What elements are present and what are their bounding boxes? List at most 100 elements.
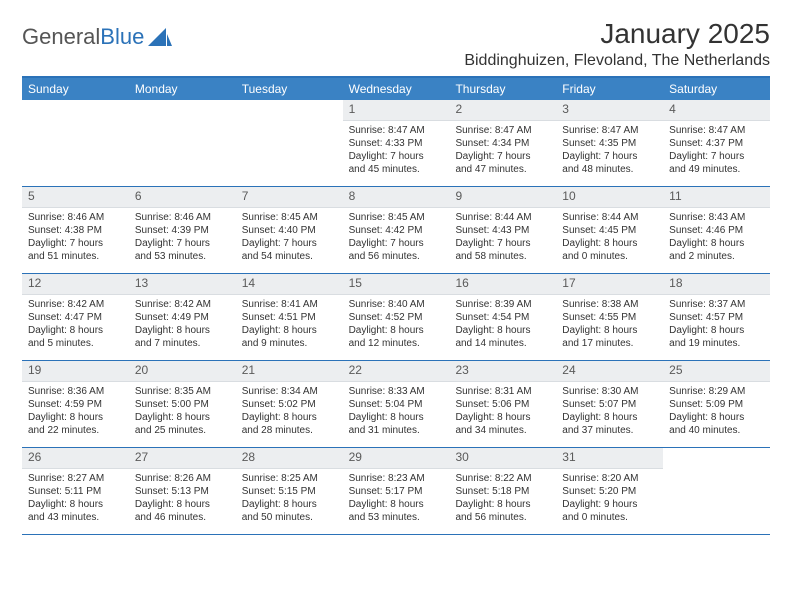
logo: GeneralBlue [22, 24, 172, 50]
day-body: Sunrise: 8:46 AMSunset: 4:38 PMDaylight:… [22, 208, 129, 269]
daylight-line2: and 53 minutes. [135, 250, 230, 263]
day-body: Sunrise: 8:20 AMSunset: 5:20 PMDaylight:… [556, 469, 663, 530]
daylight-line2: and 2 minutes. [669, 250, 764, 263]
sunrise-text: Sunrise: 8:25 AM [242, 472, 337, 485]
day-number: 28 [236, 448, 343, 469]
day-body: Sunrise: 8:22 AMSunset: 5:18 PMDaylight:… [449, 469, 556, 530]
day-number: 14 [236, 274, 343, 295]
daylight-line2: and 19 minutes. [669, 337, 764, 350]
day-body: Sunrise: 8:26 AMSunset: 5:13 PMDaylight:… [129, 469, 236, 530]
sunrise-text: Sunrise: 8:20 AM [562, 472, 657, 485]
daylight-line1: Daylight: 8 hours [562, 411, 657, 424]
daylight-line2: and 45 minutes. [349, 163, 444, 176]
day-number: 24 [556, 361, 663, 382]
weekday-friday: Friday [556, 78, 663, 100]
day-number: 29 [343, 448, 450, 469]
day-body: Sunrise: 8:38 AMSunset: 4:55 PMDaylight:… [556, 295, 663, 356]
daylight-line1: Daylight: 8 hours [135, 411, 230, 424]
sunset-text: Sunset: 4:34 PM [455, 137, 550, 150]
sunset-text: Sunset: 5:18 PM [455, 485, 550, 498]
day-number: 3 [556, 100, 663, 121]
sunset-text: Sunset: 4:55 PM [562, 311, 657, 324]
day-body: Sunrise: 8:27 AMSunset: 5:11 PMDaylight:… [22, 469, 129, 530]
daylight-line1: Daylight: 8 hours [28, 411, 123, 424]
sunset-text: Sunset: 4:59 PM [28, 398, 123, 411]
day-number: 25 [663, 361, 770, 382]
daylight-line1: Daylight: 8 hours [562, 237, 657, 250]
sunset-text: Sunset: 5:17 PM [349, 485, 444, 498]
calendar-cell [129, 100, 236, 186]
sunset-text: Sunset: 5:15 PM [242, 485, 337, 498]
sunset-text: Sunset: 4:35 PM [562, 137, 657, 150]
calendar-cell: 18Sunrise: 8:37 AMSunset: 4:57 PMDayligh… [663, 274, 770, 360]
sunrise-text: Sunrise: 8:44 AM [562, 211, 657, 224]
day-number: 17 [556, 274, 663, 295]
day-number: 9 [449, 187, 556, 208]
day-body: Sunrise: 8:31 AMSunset: 5:06 PMDaylight:… [449, 382, 556, 443]
weekday-thursday: Thursday [449, 78, 556, 100]
weekday-monday: Monday [129, 78, 236, 100]
sunrise-text: Sunrise: 8:23 AM [349, 472, 444, 485]
sunset-text: Sunset: 5:04 PM [349, 398, 444, 411]
sunset-text: Sunset: 4:43 PM [455, 224, 550, 237]
daylight-line1: Daylight: 8 hours [562, 324, 657, 337]
sunrise-text: Sunrise: 8:37 AM [669, 298, 764, 311]
calendar-cell: 25Sunrise: 8:29 AMSunset: 5:09 PMDayligh… [663, 361, 770, 447]
sunrise-text: Sunrise: 8:33 AM [349, 385, 444, 398]
daylight-line1: Daylight: 8 hours [669, 237, 764, 250]
daylight-line2: and 25 minutes. [135, 424, 230, 437]
calendar-cell: 27Sunrise: 8:26 AMSunset: 5:13 PMDayligh… [129, 448, 236, 534]
calendar-cell: 17Sunrise: 8:38 AMSunset: 4:55 PMDayligh… [556, 274, 663, 360]
day-body: Sunrise: 8:47 AMSunset: 4:35 PMDaylight:… [556, 121, 663, 182]
calendar-cell: 14Sunrise: 8:41 AMSunset: 4:51 PMDayligh… [236, 274, 343, 360]
sunrise-text: Sunrise: 8:47 AM [669, 124, 764, 137]
sunset-text: Sunset: 5:07 PM [562, 398, 657, 411]
sunrise-text: Sunrise: 8:47 AM [455, 124, 550, 137]
day-body: Sunrise: 8:30 AMSunset: 5:07 PMDaylight:… [556, 382, 663, 443]
sunrise-text: Sunrise: 8:30 AM [562, 385, 657, 398]
daylight-line2: and 9 minutes. [242, 337, 337, 350]
calendar-cell: 26Sunrise: 8:27 AMSunset: 5:11 PMDayligh… [22, 448, 129, 534]
sunset-text: Sunset: 4:42 PM [349, 224, 444, 237]
calendar-cell [22, 100, 129, 186]
daylight-line1: Daylight: 7 hours [562, 150, 657, 163]
weekday-header-row: Sunday Monday Tuesday Wednesday Thursday… [22, 78, 770, 100]
daylight-line2: and 34 minutes. [455, 424, 550, 437]
sunrise-text: Sunrise: 8:36 AM [28, 385, 123, 398]
daylight-line2: and 46 minutes. [135, 511, 230, 524]
sunset-text: Sunset: 5:11 PM [28, 485, 123, 498]
calendar-cell: 16Sunrise: 8:39 AMSunset: 4:54 PMDayligh… [449, 274, 556, 360]
weekday-sunday: Sunday [22, 78, 129, 100]
day-number: 18 [663, 274, 770, 295]
sunset-text: Sunset: 4:57 PM [669, 311, 764, 324]
daylight-line1: Daylight: 8 hours [135, 498, 230, 511]
day-number: 20 [129, 361, 236, 382]
day-body: Sunrise: 8:41 AMSunset: 4:51 PMDaylight:… [236, 295, 343, 356]
sunrise-text: Sunrise: 8:40 AM [349, 298, 444, 311]
daylight-line1: Daylight: 8 hours [135, 324, 230, 337]
title-block: January 2025 Biddinghuizen, Flevoland, T… [464, 18, 770, 70]
daylight-line1: Daylight: 8 hours [242, 411, 337, 424]
sunset-text: Sunset: 4:38 PM [28, 224, 123, 237]
day-number: 1 [343, 100, 450, 121]
daylight-line2: and 56 minutes. [349, 250, 444, 263]
sunrise-text: Sunrise: 8:22 AM [455, 472, 550, 485]
calendar-cell: 11Sunrise: 8:43 AMSunset: 4:46 PMDayligh… [663, 187, 770, 273]
day-body: Sunrise: 8:37 AMSunset: 4:57 PMDaylight:… [663, 295, 770, 356]
calendar-cell: 6Sunrise: 8:46 AMSunset: 4:39 PMDaylight… [129, 187, 236, 273]
day-body: Sunrise: 8:39 AMSunset: 4:54 PMDaylight:… [449, 295, 556, 356]
day-number: 4 [663, 100, 770, 121]
day-number: 15 [343, 274, 450, 295]
calendar-cell: 5Sunrise: 8:46 AMSunset: 4:38 PMDaylight… [22, 187, 129, 273]
daylight-line1: Daylight: 7 hours [349, 237, 444, 250]
sunrise-text: Sunrise: 8:38 AM [562, 298, 657, 311]
sunset-text: Sunset: 4:51 PM [242, 311, 337, 324]
daylight-line2: and 5 minutes. [28, 337, 123, 350]
daylight-line1: Daylight: 8 hours [455, 324, 550, 337]
sunset-text: Sunset: 4:40 PM [242, 224, 337, 237]
daylight-line1: Daylight: 8 hours [28, 324, 123, 337]
location-text: Biddinghuizen, Flevoland, The Netherland… [464, 52, 770, 70]
daylight-line2: and 54 minutes. [242, 250, 337, 263]
daylight-line1: Daylight: 8 hours [242, 498, 337, 511]
day-body: Sunrise: 8:43 AMSunset: 4:46 PMDaylight:… [663, 208, 770, 269]
